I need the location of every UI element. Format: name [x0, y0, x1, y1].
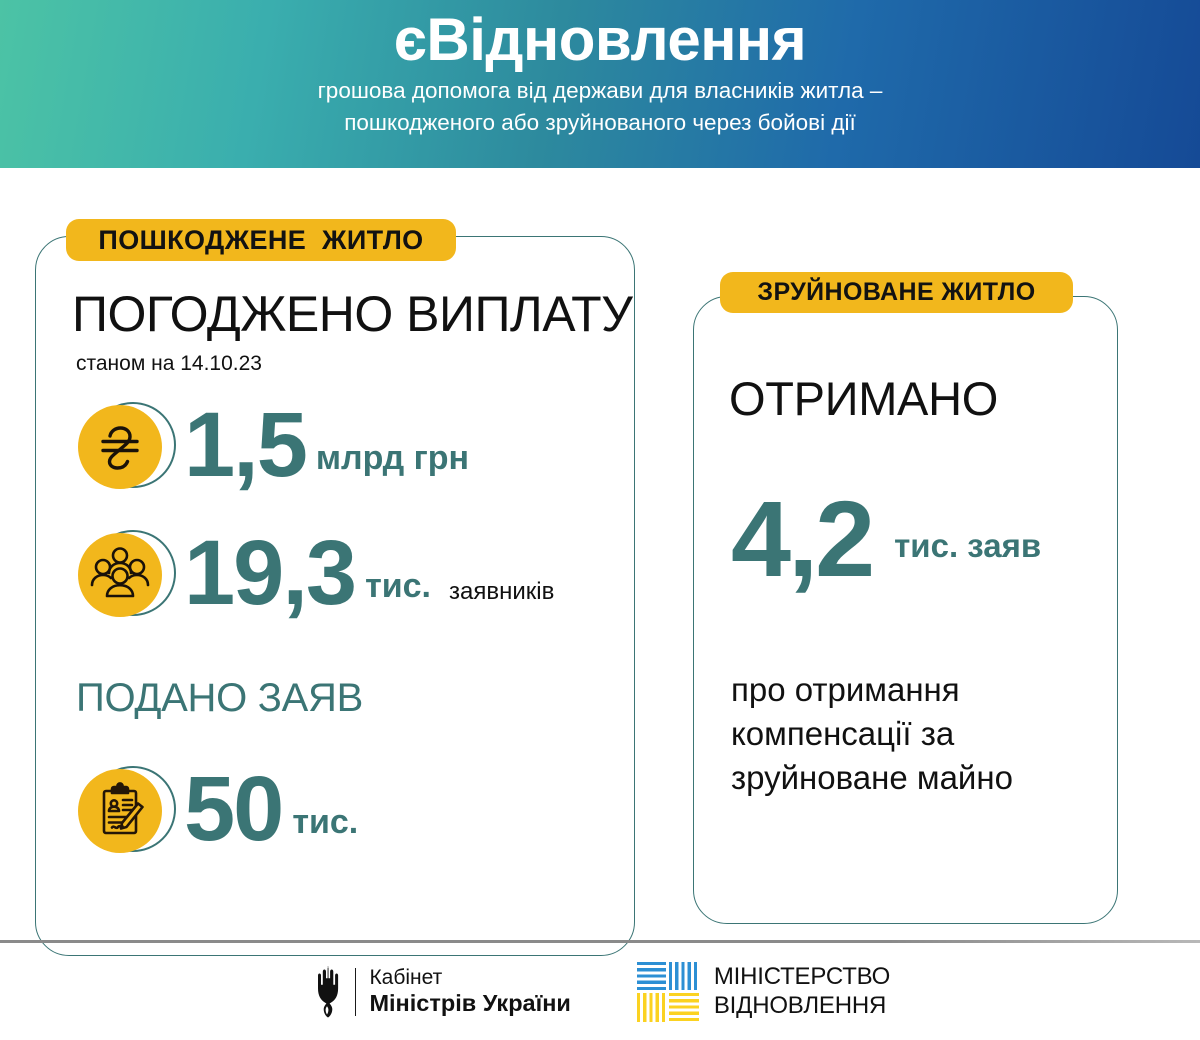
- damaged-subheading: ПОДАНО ЗАЯВ: [76, 676, 363, 720]
- grid-quadrant-top-left: [636, 961, 667, 990]
- logo-cabinet-line-2: Міністрів України: [369, 990, 571, 1017]
- main-content: ПОШКОДЖЕНЕ ЖИТЛО ПОГОДЖЕНО ВИПЛАТУ стано…: [0, 168, 1200, 956]
- people-group-icon: [78, 528, 176, 620]
- stat-approved-applicants: 19,3 тис. заявників: [78, 522, 555, 625]
- logo-ministry-line-2: ВІДНОВЛЕННЯ: [713, 991, 887, 1019]
- stat-approved-amount: 1,5 млрд грн: [78, 394, 470, 497]
- destroyed-note-line-2: компенсації за: [731, 714, 955, 752]
- logo-ministry-of-restoration: МІНІСТЕРСТВО ВІДНОВЛЕННЯ: [636, 961, 890, 1022]
- damaged-heading: ПОГОДЖЕНО ВИПЛАТУ: [72, 286, 633, 342]
- trident-icon: [317, 966, 338, 1017]
- grid-quadrant-bottom-left: [636, 993, 667, 1022]
- destroyed-note-line-1: про отримання: [731, 671, 960, 708]
- logo-cabinet-line-1: Кабінет: [369, 966, 443, 990]
- stat-value: 4,2: [731, 478, 875, 599]
- grid-quadrant-bottom-right: [669, 993, 699, 1022]
- damaged-date-label: станом на 14.10.23: [76, 352, 262, 375]
- stat-unit: тис.: [365, 567, 431, 605]
- destroyed-note-line-3: зруйноване майно: [731, 758, 1013, 796]
- destroyed-heading: ОТРИМАНО: [729, 372, 998, 425]
- stat-value: 19,3: [184, 522, 357, 625]
- stat-unit-secondary: заявників: [448, 578, 555, 605]
- stat-unit: тис. заяв: [894, 527, 1042, 565]
- destroyed-note: про отримання компенсації за зруйноване …: [731, 668, 1013, 800]
- stat-unit: тис.: [292, 803, 359, 841]
- stat-submitted-applications: 50 тис.: [78, 758, 359, 861]
- logo-divider: [354, 967, 357, 1016]
- logo-cabinet-of-ministers: Кабінет Міністрів України: [310, 966, 571, 1018]
- stat-unit: млрд грн: [315, 439, 470, 477]
- page-footer: Кабінет Міністрів України МІНІСТЕРСТВО В…: [0, 943, 1200, 1040]
- page-title: єВідновлення: [393, 6, 807, 73]
- logo-cabinet-text: Кабінет Міністрів України: [369, 966, 570, 1017]
- stat-value: 1,5: [184, 394, 308, 497]
- logo-ministry-text: МІНІСТЕРСТВО ВІДНОВЛЕННЯ: [714, 963, 890, 1021]
- page-subtitle: грошова допомога від держави для власник…: [318, 75, 883, 139]
- card-destroyed-housing: [693, 296, 1118, 924]
- stat-value: 50: [184, 758, 284, 861]
- badge-destroyed-housing: ЗРУЙНОВАНЕ ЖИТЛО: [720, 272, 1073, 313]
- logo-ministry-line-1: МІНІСТЕРСТВО: [713, 962, 891, 990]
- page-subtitle-line-2: пошкодженого або зруйнованого через бойо…: [344, 109, 856, 135]
- page-subtitle-line-1: грошова допомога від держави для власник…: [317, 78, 883, 103]
- stat-received-applications: 4,2 тис. заяв: [731, 478, 1042, 599]
- clipboard-pen-icon: [78, 764, 176, 856]
- badge-damaged-housing: ПОШКОДЖЕНЕ ЖИТЛО: [66, 219, 456, 261]
- grid-quadrant-top-right: [669, 961, 699, 990]
- hryvnia-coin-icon: [78, 400, 176, 492]
- ministry-grid-icon: [636, 961, 699, 1022]
- page-header: єВідновлення грошова допомога від держав…: [0, 0, 1200, 168]
- footer-divider: [0, 940, 1200, 943]
